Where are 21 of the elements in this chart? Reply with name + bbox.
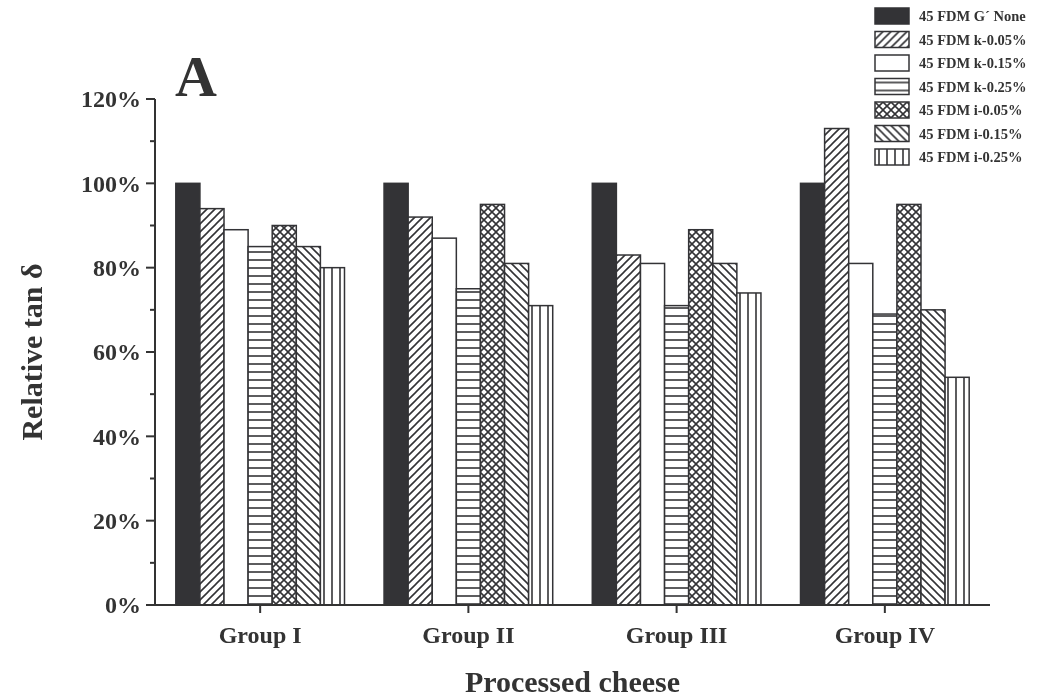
x-axis-title: Processed cheese [464,665,681,698]
legend-label: 45 FDM G´ None [919,8,1027,24]
legend-label: 45 FDM i-0.15% [919,125,1023,142]
legend-label: 45 FDM k-0.25% [919,78,1027,95]
y-tick-label: 40% [93,423,141,450]
legend-label: 45 FDM i-0.05% [919,102,1023,118]
y-tick-label: 20% [93,508,141,535]
x-tick-label: Group II [422,622,515,648]
y-tick-label: 120% [81,86,141,113]
annotation: A [175,44,217,109]
x-tick-label: Group I [218,622,302,648]
legend-label: 45 FDM i-0.25% [919,149,1023,165]
x-tick-label: Group IV [834,622,936,648]
y-tick-label: 0% [105,592,141,619]
y-tick-label: 100% [81,170,141,197]
y-tick-label: 60% [93,339,141,366]
y-axis-title: Relative tan δ [15,263,48,441]
legend-label: 45 FDM k-0.15% [919,55,1027,71]
x-tick-label: Group III [625,622,728,648]
legend-label: 45 FDM k-0.05% [919,31,1027,48]
y-tick-label: 80% [93,255,141,282]
